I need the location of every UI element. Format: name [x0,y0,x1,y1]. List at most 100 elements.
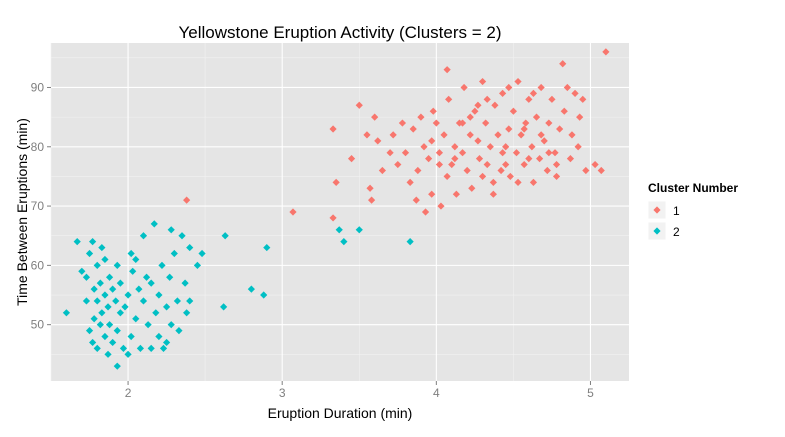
data-point-cluster-1 [445,95,453,103]
data-point-cluster-1 [540,137,548,145]
data-point-cluster-1 [366,184,374,192]
data-point-cluster-1 [394,160,402,169]
data-point-cluster-1 [471,107,479,115]
data-point-cluster-2 [147,279,155,287]
data-point-cluster-1 [478,77,487,86]
data-point-cluster-2 [186,297,194,305]
data-point-cluster-2 [96,279,104,287]
data-point-cluster-1 [378,166,386,175]
data-point-cluster-2 [183,309,191,317]
data-point-cluster-1 [597,166,605,175]
data-point-cluster-1 [458,149,467,157]
data-point-cluster-2 [136,344,144,352]
data-point-cluster-1 [468,184,476,192]
data-point-cluster-1 [532,113,541,121]
data-point-cluster-2 [113,261,121,269]
data-point-cluster-1 [506,172,514,181]
data-point-cluster-1 [517,131,525,139]
data-point-cluster-1 [475,155,484,163]
data-point-cluster-1 [537,83,545,92]
legend-key-2 [653,227,661,235]
data-point-cluster-2 [82,273,91,281]
data-point-cluster-1 [552,172,561,181]
data-point-cluster-2 [93,261,101,269]
data-point-cluster-2 [93,297,101,305]
data-point-cluster-1 [528,143,536,151]
minor-gridlines [50,43,629,381]
data-point-cluster-2 [121,303,129,311]
data-point-cluster-2 [105,321,114,329]
data-point-cluster-2 [127,332,135,341]
data-point-cluster-2 [116,279,124,287]
data-point-cluster-1 [563,83,571,92]
data-point-cluster-1 [545,119,553,127]
data-point-cluster-1 [559,60,567,68]
data-point-cluster-2 [93,344,101,352]
data-point-cluster-2 [132,315,140,323]
data-point-cluster-1 [574,143,582,151]
data-point-cluster-2 [124,350,132,358]
data-point-cluster-1 [420,143,428,151]
data-point-cluster-1 [522,119,530,127]
data-point-cluster-2 [62,309,71,317]
data-point-cluster-2 [260,291,268,299]
data-point-cluster-1 [386,149,394,157]
data-point-cluster-2 [139,297,148,305]
data-point-cluster-2 [155,291,163,299]
data-point-cluster-1 [579,95,587,103]
data-point-cluster-1 [543,166,551,175]
data-point-cluster-1 [591,160,599,169]
data-point-cluster-2 [119,344,128,352]
data-point-cluster-2 [142,273,151,281]
data-point-cluster-2 [221,232,229,240]
data-point-cluster-1 [571,89,579,98]
data-point-cluster-2 [163,303,171,311]
data-point-cluster-2 [181,279,189,287]
data-point-cluster-2 [109,338,117,347]
data-point-cluster-1 [443,172,451,181]
data-point-cluster-1 [509,107,517,115]
y-tick-label: 60 [31,258,45,272]
data-point-cluster-2 [98,309,106,317]
data-point-cluster-1 [568,131,576,139]
data-point-cluster-1 [514,77,522,86]
data-point-cluster-1 [451,143,459,151]
data-point-cluster-1 [505,83,513,92]
data-point-cluster-2 [173,297,181,305]
data-point-cluster-1 [347,155,356,163]
data-point-cluster-1 [566,155,575,163]
data-point-cluster-2 [104,303,112,311]
data-point-cluster-1 [437,202,445,210]
data-point-cluster-1 [367,196,376,204]
data-point-cluster-2 [158,261,166,269]
data-point-cluster-2 [178,232,186,240]
data-point-cluster-1 [466,113,474,121]
data-point-cluster-1 [417,113,425,121]
data-point-cluster-1 [525,95,533,103]
x-tick-label: 5 [587,386,594,400]
data-point-cluster-1 [556,125,564,133]
data-point-cluster-1 [398,119,407,127]
y-axis-ticks: 50 60 70 80 90 [31,80,51,332]
data-point-cluster-1 [401,149,410,157]
data-point-cluster-2 [101,332,109,341]
data-point-cluster-1 [497,166,505,175]
data-point-cluster-1 [412,196,420,204]
data-point-cluster-2 [155,332,163,341]
y-axis-title: Time Between Eruptions (min) [14,118,30,306]
data-point-cluster-1 [545,149,553,157]
data-point-cluster-1 [482,119,490,127]
data-point-cluster-2 [167,321,175,329]
data-point-cluster-1 [536,155,544,163]
data-point-cluster-2 [247,285,255,293]
x-axis-ticks: 2 3 4 5 [125,381,594,400]
legend-label-2: 2 [673,225,680,239]
data-point-cluster-1 [502,160,510,169]
legend-title: Cluster Number [648,181,738,195]
data-point-cluster-1 [460,83,468,92]
data-point-cluster-2 [170,249,178,258]
data-point-cluster-1 [332,178,340,186]
data-point-cluster-2 [144,321,152,329]
